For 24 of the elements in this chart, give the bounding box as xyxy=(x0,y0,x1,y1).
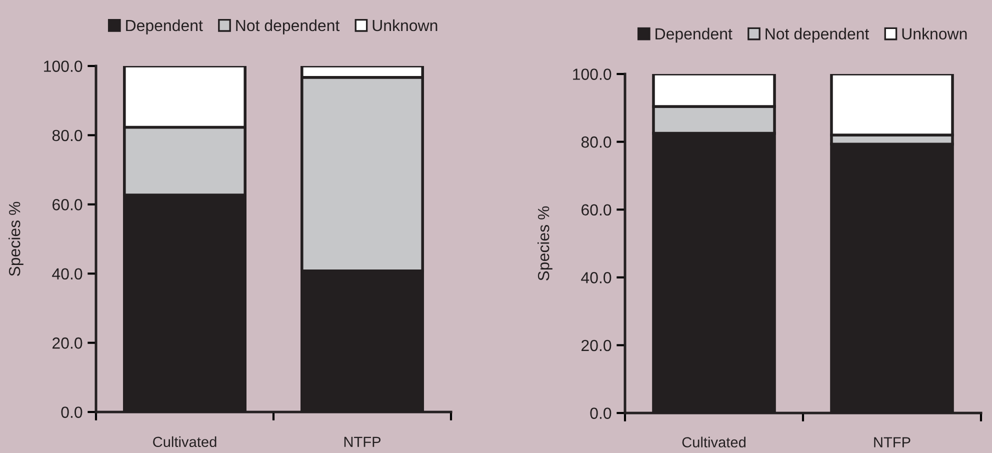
y-tick-label: 100.0 xyxy=(573,68,612,80)
y-tick-label: 40.0 xyxy=(581,272,612,284)
legend-label: Not dependent xyxy=(766,28,870,43)
y-tick-label: 60.0 xyxy=(582,204,612,216)
legend-label: Dependent xyxy=(656,28,732,43)
y-axis-title: Species % xyxy=(538,206,552,281)
y-tick-label: 0.0 xyxy=(590,408,612,419)
y-tick-label: 60.0 xyxy=(52,199,82,210)
legend-label: Unknown xyxy=(372,19,438,32)
x-tick-label: NTFP xyxy=(344,436,381,447)
x-tick-label: Cultivated xyxy=(682,436,746,448)
legend-label: Unknown xyxy=(902,28,967,40)
y-tick-label: 100.0 xyxy=(44,60,82,72)
y-tick-label: 20.0 xyxy=(52,337,82,349)
x-tick-label: Cultivated xyxy=(153,436,216,448)
y-tick-label: 80.0 xyxy=(581,136,612,148)
y-tick-label: 0.0 xyxy=(61,406,82,418)
y-tick-label: 80.0 xyxy=(52,130,82,142)
legend-label: Dependent xyxy=(126,19,203,34)
y-tick-label: 20.0 xyxy=(582,340,612,352)
legend-label: Not dependent xyxy=(236,19,340,34)
x-tick-label: NTFP xyxy=(874,437,910,448)
y-tick-label: 40.0 xyxy=(52,268,82,280)
y-axis-title: Species % xyxy=(8,202,24,276)
